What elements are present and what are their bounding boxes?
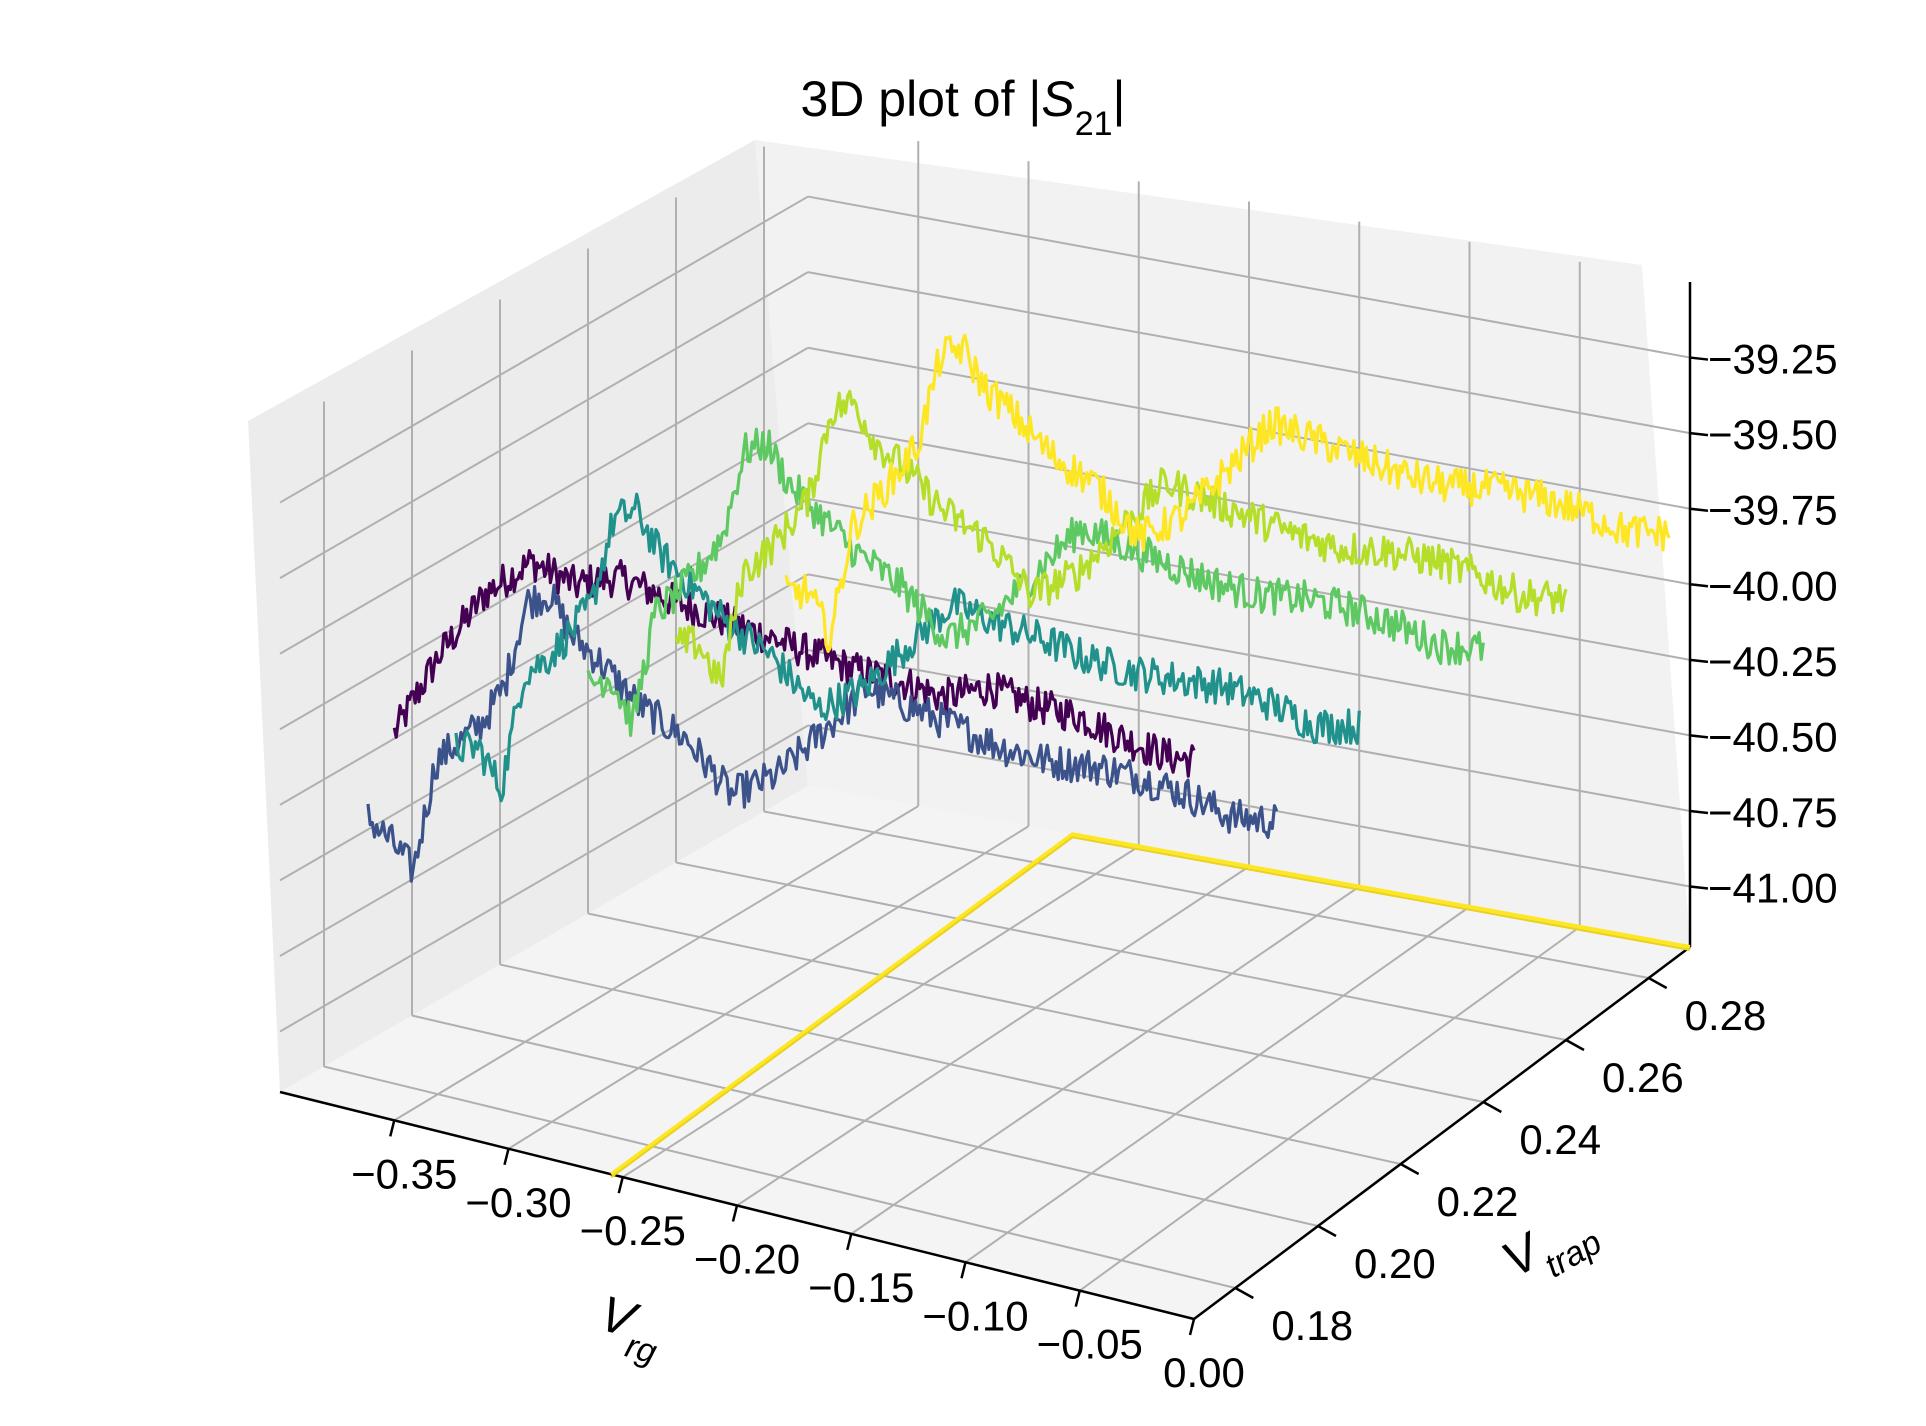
data-series xyxy=(366,333,1691,1179)
floor-grid-y xyxy=(587,912,1484,1103)
back-grid-z xyxy=(807,724,1691,888)
y-tick-label: 0.18 xyxy=(1271,1302,1353,1349)
y-tick-label: 0.26 xyxy=(1602,1054,1684,1101)
floor-grid-x xyxy=(736,865,1250,1207)
side-grid-z xyxy=(279,346,809,655)
floor-grid-x xyxy=(622,845,1140,1178)
back-grid-z xyxy=(807,648,1691,812)
floor-grid-x xyxy=(507,825,1030,1150)
y-tick xyxy=(1400,1162,1420,1176)
series-line xyxy=(784,333,1671,653)
x-tick xyxy=(389,1120,396,1137)
floor-grid-x xyxy=(850,885,1360,1235)
z-tick-label: −39.50 xyxy=(1708,411,1838,458)
back-grid-z xyxy=(807,271,1691,435)
floor-grid-y xyxy=(323,1065,1236,1289)
z-tick-label: −41.00 xyxy=(1708,865,1838,912)
y-tick xyxy=(1648,976,1668,990)
back-grid-z xyxy=(807,195,1691,359)
z-tick-label: −40.50 xyxy=(1708,713,1838,760)
x-tick xyxy=(846,1233,853,1251)
x-tick-label: 0.00 xyxy=(1163,1349,1245,1396)
y-tick-label: 0.24 xyxy=(1519,1116,1601,1163)
side-pane xyxy=(248,140,808,1092)
floor-grid-y xyxy=(763,810,1649,979)
z-tick-label: −40.25 xyxy=(1708,638,1838,685)
back-grid-z xyxy=(807,422,1691,586)
floor-grid-x xyxy=(1079,926,1581,1292)
floor-grid-x xyxy=(393,805,919,1122)
x-tick-label: −0.10 xyxy=(922,1292,1028,1339)
z-tick-label: −39.25 xyxy=(1708,336,1838,383)
floor-grid-x xyxy=(964,905,1471,1264)
side-grid-z xyxy=(279,195,809,504)
floor-grid-y xyxy=(499,963,1401,1165)
z-tick xyxy=(1689,431,1709,437)
z-tick xyxy=(1689,734,1709,739)
x-tick-label: −0.05 xyxy=(1037,1321,1143,1368)
y-tick-label: 0.28 xyxy=(1685,992,1767,1039)
y-tick xyxy=(1565,1038,1585,1052)
z-tick-label: −39.75 xyxy=(1708,487,1838,534)
floor-grid-y xyxy=(411,1014,1319,1227)
z-tick xyxy=(1689,885,1709,890)
floor-projection-line xyxy=(610,832,1691,1176)
x-tick-label: −0.35 xyxy=(351,1150,457,1197)
z-tick-label: −40.75 xyxy=(1708,789,1838,836)
z-tick xyxy=(1689,658,1709,664)
x-tick xyxy=(503,1148,510,1166)
x-tick xyxy=(731,1205,739,1222)
x-tick xyxy=(617,1176,624,1194)
series-line xyxy=(366,583,1279,883)
y-tick-label: 0.22 xyxy=(1437,1178,1519,1225)
x-axis-label: Vrg xyxy=(589,1285,670,1372)
z-tick xyxy=(1689,507,1709,512)
side-grid-z xyxy=(279,649,809,957)
floor-projection-shadow xyxy=(610,836,1691,1179)
z-tick xyxy=(1689,356,1709,361)
z-tick xyxy=(1689,809,1709,815)
y-tick xyxy=(1234,1286,1254,1300)
y-tick xyxy=(1317,1224,1337,1238)
series-line xyxy=(392,548,1196,778)
x-tick xyxy=(1188,1318,1196,1336)
chart-title: 3D plot of |S21| xyxy=(800,71,1125,143)
tick-labels: −0.35−0.30−0.25−0.20−0.15−0.10−0.05 0.00 0… xyxy=(351,336,1838,1396)
x-tick-label: −0.25 xyxy=(580,1207,686,1254)
z-tick-label: −40.00 xyxy=(1708,562,1838,609)
tick-marks xyxy=(389,356,1709,1336)
x-tick-label: −0.20 xyxy=(694,1236,800,1283)
y-axis-line xyxy=(1193,946,1691,1320)
back-grid-z xyxy=(807,346,1691,510)
side-grid-z xyxy=(279,271,809,580)
x-tick xyxy=(1074,1290,1081,1307)
side-grid-z xyxy=(279,497,809,806)
x-tick-label: −0.30 xyxy=(465,1179,571,1226)
x-tick-label: −0.15 xyxy=(808,1264,914,1311)
floor-grid-y xyxy=(675,861,1567,1041)
y-tick xyxy=(1482,1100,1502,1114)
z-tick xyxy=(1689,583,1709,588)
y-tick-label: 0.20 xyxy=(1354,1240,1436,1287)
series-line xyxy=(454,492,1361,803)
x-tick xyxy=(960,1261,967,1279)
